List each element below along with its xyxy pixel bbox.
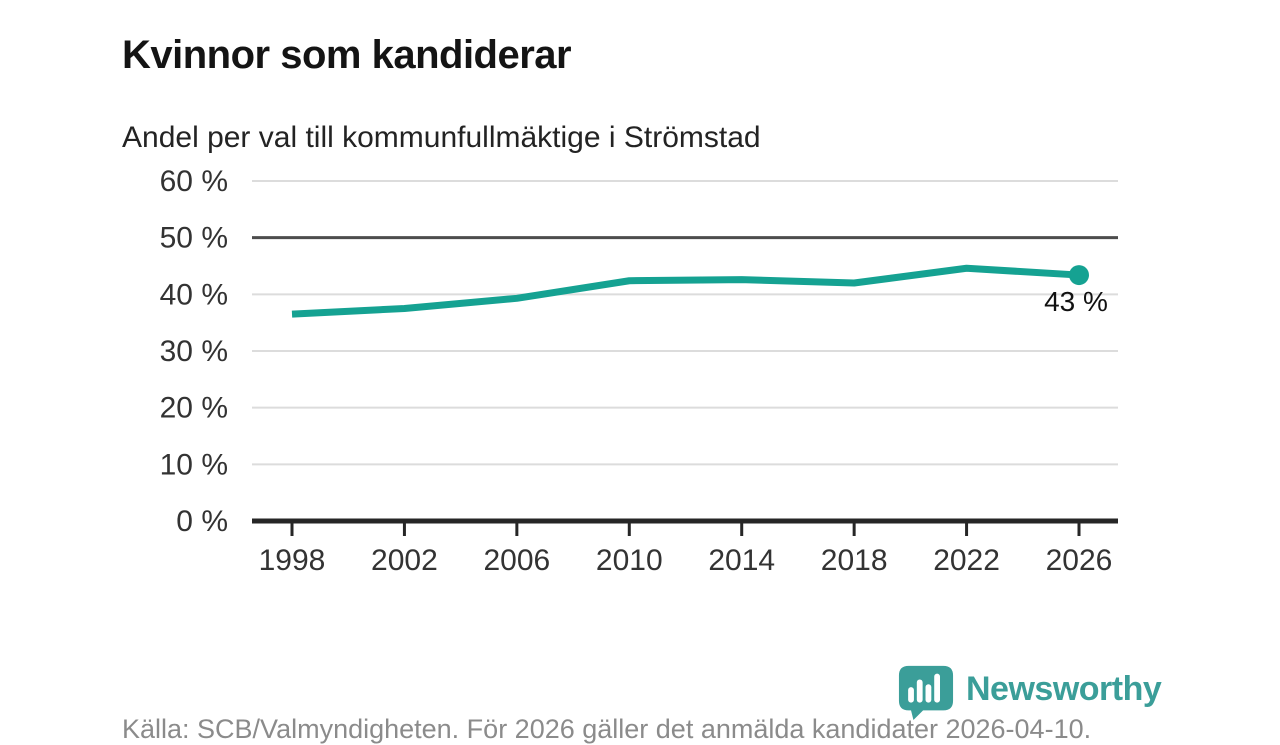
chart-title: Kvinnor som kandiderar [122,32,572,77]
y-tick-label: 50 % [160,222,228,255]
newsworthy-icon [898,665,954,721]
x-tick-label: 1998 [259,544,326,577]
source-note: Källa: SCB/Valmyndigheten. För 2026 gäll… [122,714,1092,744]
chart-subtitle: Andel per val till kommunfullmäktige i S… [122,120,761,154]
y-tick-label: 0 % [176,505,228,538]
end-point-marker [1069,265,1089,286]
x-tick-label: 2026 [1046,544,1113,577]
y-tick-label: 30 % [160,335,228,368]
line-chart: 0 % 10 % 20 % 30 % 40 % 50 % 60 % 1998 2002 2006 2… [160,165,1118,577]
x-tick-label: 2022 [933,544,1000,577]
data-line [291,264,1080,318]
y-tick-label: 10 % [160,448,228,481]
newsworthy-logo: Newsworthy [897,664,1162,721]
y-tick-label: 60 % [160,165,228,198]
x-tick-label: 2006 [483,544,550,577]
x-tick-label: 2002 [371,544,438,577]
newsworthy-wordmark: Newsworthy [966,670,1162,708]
y-tick-label: 20 % [160,392,228,425]
x-tick-label: 2014 [708,544,775,577]
x-tick-label: 2010 [596,544,663,577]
y-tick-label: 40 % [160,278,228,311]
end-value-label: 43 % [1044,286,1108,317]
x-tick-label: 2018 [821,544,888,577]
